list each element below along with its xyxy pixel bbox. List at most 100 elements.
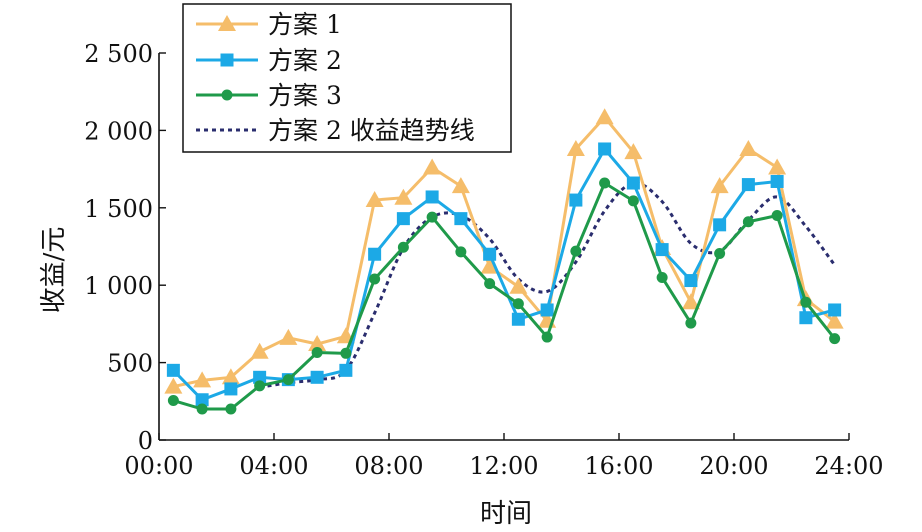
data-point (365, 191, 384, 208)
y-tick-label: 2 000 (84, 117, 153, 145)
data-point (511, 312, 525, 326)
y-tick-label: 0 (138, 427, 153, 455)
data-point (484, 278, 496, 290)
data-point (308, 335, 327, 352)
data-point (455, 246, 467, 258)
data-point (397, 241, 409, 253)
legend-marker (221, 89, 233, 101)
data-point (656, 271, 668, 283)
data-point (626, 176, 640, 190)
data-point (655, 243, 669, 257)
data-point (279, 328, 298, 345)
data-point (825, 312, 844, 329)
legend-label: 方案 3 (268, 81, 342, 110)
data-point (221, 368, 240, 385)
data-point (681, 293, 700, 310)
data-point (339, 363, 353, 377)
tick-labels: 0 500 1 000 1 500 2 000 2 500 00:00 04:00 08:00 1… (84, 40, 883, 480)
series-line (172, 180, 836, 411)
y-tick-label: 1 000 (84, 272, 153, 300)
data-point (311, 347, 323, 359)
legend-item: 方案 1 (196, 10, 342, 39)
x-tick-label: 08:00 (354, 452, 423, 480)
y-tick-label: 500 (107, 350, 153, 378)
data-point (710, 177, 729, 194)
data-point (713, 218, 727, 232)
data-point (340, 347, 352, 359)
data-point (685, 317, 697, 329)
data-point (512, 298, 524, 310)
data-point (541, 331, 553, 343)
data-point (714, 247, 726, 259)
data-point (253, 370, 267, 384)
data-point (771, 210, 783, 222)
data-point (425, 190, 439, 204)
series-line (172, 146, 836, 402)
data-point (483, 247, 497, 261)
data-point (368, 247, 382, 261)
data-point (454, 212, 468, 226)
data-point (684, 274, 698, 288)
data-point (770, 174, 784, 188)
data-point (598, 142, 612, 156)
series-2 (166, 142, 842, 407)
data-point (627, 195, 639, 207)
data-point (369, 273, 381, 285)
legend-item: 方案 2 (196, 46, 342, 75)
y-axis-label: 收益/元 (39, 227, 69, 314)
x-tick-label: 24:00 (814, 452, 883, 480)
data-point (599, 177, 611, 189)
data-point (196, 403, 208, 415)
x-tick-label: 16:00 (584, 452, 653, 480)
data-point (739, 139, 758, 156)
trend-line (259, 181, 836, 389)
data-point (799, 311, 813, 325)
x-tick-label: 00:00 (124, 452, 193, 480)
data-point (167, 395, 179, 407)
data-point (310, 370, 324, 384)
data-point (225, 403, 237, 415)
data-point (768, 158, 787, 175)
plot-area (164, 108, 844, 415)
series-3 (167, 177, 841, 415)
legend-marker (218, 15, 236, 31)
data-point (828, 303, 842, 317)
data-point (254, 380, 266, 392)
data-point (195, 393, 209, 407)
x-tick-label: 20:00 (699, 452, 768, 480)
y-tick-label: 1 500 (84, 195, 153, 223)
legend-label: 方案 1 (268, 10, 342, 39)
data-point (426, 211, 438, 223)
legend-label: 方案 2 收益趋势线 (268, 116, 475, 145)
data-point (509, 277, 528, 294)
data-point (741, 178, 755, 192)
data-point (396, 212, 410, 226)
data-point (250, 342, 269, 359)
data-point (595, 108, 614, 125)
data-point (224, 382, 238, 396)
data-point (569, 193, 583, 207)
data-point (540, 303, 554, 317)
data-point (480, 257, 499, 274)
series-line (173, 114, 836, 389)
data-point (394, 188, 413, 205)
legend-item: 方案 2 收益趋势线 (196, 116, 475, 145)
y-tick-label: 2 500 (84, 40, 153, 68)
legend-item: 方案 3 (196, 81, 342, 110)
x-axis-label: 时间 (480, 499, 532, 529)
data-point (282, 374, 294, 386)
data-point (570, 245, 582, 257)
data-point (423, 158, 442, 175)
data-point (800, 296, 812, 308)
legend-label: 方案 2 (268, 46, 342, 75)
data-point (164, 377, 183, 394)
x-tick-label: 04:00 (239, 452, 308, 480)
legend-box (182, 3, 512, 153)
data-point (742, 216, 754, 228)
series-4 (259, 181, 836, 389)
data-point (566, 139, 585, 156)
data-point (166, 363, 180, 377)
data-point (451, 177, 470, 194)
legend-marker (220, 53, 234, 67)
